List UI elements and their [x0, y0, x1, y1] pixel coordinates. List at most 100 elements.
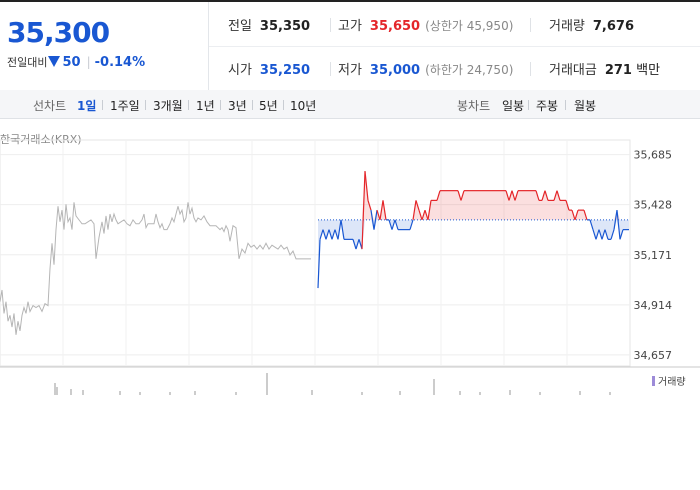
tab-divider — [220, 100, 221, 110]
candle-chart-label: 봉차트 — [457, 99, 491, 113]
volume-legend: 거래량 — [652, 373, 686, 388]
today-line-segment — [616, 210, 621, 240]
today-line-segment — [508, 190, 513, 201]
today-line-segment — [604, 229, 609, 240]
change-rate: -0.14% — [94, 55, 146, 70]
today-line-segment — [424, 209, 429, 221]
tab-divider — [283, 100, 284, 110]
today-line-segment — [589, 219, 594, 230]
open-label: 시가 — [228, 63, 252, 78]
high-label: 고가 — [338, 19, 362, 34]
current-price: 35,300 — [7, 16, 110, 49]
chart-grid — [0, 139, 700, 368]
change-separator: | — [86, 55, 91, 69]
trade-value: 271 — [604, 63, 632, 78]
up-area-fill — [318, 171, 629, 220]
today-line-segment — [391, 219, 396, 230]
high-value: 35,650 — [369, 19, 421, 34]
today-line-segment — [427, 200, 432, 220]
y-tick-label: 34,657 — [634, 349, 673, 362]
tab-3m[interactable]: 3개월 — [153, 99, 183, 113]
price-lines — [0, 171, 629, 335]
today-line-segment — [367, 200, 372, 211]
tab-divider — [102, 100, 103, 110]
low-value: 35,000 — [369, 63, 421, 78]
y-axis: 35,685 35,428 35,171 34,914 34,657 — [634, 149, 673, 362]
volume-label: 거래량 — [549, 19, 585, 34]
prev-close-cell: 전일 35,350 — [228, 15, 310, 34]
today-line-segment — [457, 190, 462, 201]
divider — [330, 62, 331, 76]
tab-divider — [528, 100, 529, 110]
trade-value-label: 거래대금 — [549, 63, 597, 78]
lower-limit: (하한가 24,750) — [425, 63, 514, 77]
tab-monthly-candle[interactable]: 월봉 — [574, 99, 597, 113]
divider — [330, 18, 331, 32]
volume-bars — [54, 373, 611, 395]
area-fills — [318, 171, 629, 289]
today-line-segment — [511, 190, 516, 201]
today-line-segment — [583, 209, 588, 221]
open-cell: 시가 35,250 — [228, 59, 310, 78]
today-line-segment — [376, 209, 381, 221]
volume-legend-label: 거래량 — [658, 377, 686, 388]
tab-1w[interactable]: 1주일 — [110, 99, 140, 113]
tab-1y[interactable]: 1년 — [196, 99, 215, 113]
period-bar: 선차트 1일 1주일 3개월 1년 3년 5년 10년 봉차트 일봉 주봉 월봉 — [0, 90, 700, 119]
change-label: 전일대비 — [7, 56, 48, 69]
today-line-segment — [355, 239, 360, 250]
y-tick-label: 35,171 — [634, 249, 673, 262]
today-line-segment — [331, 229, 336, 240]
today-line-segment — [460, 190, 465, 201]
tab-weekly-candle[interactable]: 주봉 — [536, 99, 559, 113]
today-line-segment — [388, 219, 393, 230]
today-line-segment — [619, 229, 624, 240]
tab-10y[interactable]: 10년 — [290, 99, 317, 113]
today-line-segment — [610, 229, 615, 240]
today-line-segment — [505, 190, 510, 201]
today-line-segment — [337, 219, 342, 240]
trade-value-cell: 거래대금 271 백만 — [549, 59, 660, 78]
tab-divider — [145, 100, 146, 110]
low-cell: 저가 35,000 (하한가 24,750) — [338, 59, 513, 78]
today-line-segment — [541, 190, 546, 201]
today-line-segment — [598, 229, 603, 240]
today-line-segment — [601, 229, 606, 240]
today-line-segment — [592, 229, 597, 240]
today-line-segment — [556, 190, 561, 201]
prev-day-line — [0, 202, 311, 335]
volume-cell: 거래량 7,676 — [549, 15, 634, 34]
current-price-box: 35,300 전일대비 50 | -0.14% — [0, 2, 209, 90]
volume-value: 7,676 — [592, 19, 635, 34]
today-line-segment — [325, 229, 330, 240]
today-line-segment — [418, 209, 423, 221]
trade-value-unit: 백만 — [636, 63, 661, 78]
tab-daily-candle[interactable]: 일봉 — [502, 99, 525, 113]
today-line-segment — [412, 200, 417, 220]
today-line-segment — [352, 239, 357, 250]
tab-divider — [188, 100, 189, 110]
today-line-segment — [514, 190, 519, 201]
today-line-segment — [415, 200, 420, 211]
today-line-segment — [361, 171, 366, 250]
tab-divider — [252, 100, 253, 110]
tab-5y[interactable]: 5년 — [259, 99, 278, 113]
change-amount: 50 — [62, 55, 81, 70]
today-line-segment — [574, 209, 579, 221]
upper-limit: (상한가 45,950) — [425, 19, 514, 33]
price-summary: 35,300 전일대비 50 | -0.14% 전일 35,350 고가 35,650 (상… — [0, 2, 700, 91]
today-line-segment — [322, 229, 327, 240]
today-line-segment — [409, 219, 414, 230]
tab-3y[interactable]: 3년 — [228, 99, 247, 113]
today-line-segment — [319, 229, 324, 240]
top-border — [0, 0, 700, 2]
today-line-segment — [364, 171, 369, 201]
prev-close-value: 35,350 — [259, 19, 311, 34]
high-cell: 고가 35,650 (상한가 45,950) — [338, 15, 513, 34]
today-line-segment — [544, 190, 549, 201]
tab-1d[interactable]: 1일 — [77, 99, 97, 113]
today-line-segment — [421, 209, 426, 221]
today-line-segment — [340, 219, 345, 240]
open-value: 35,250 — [259, 63, 311, 78]
